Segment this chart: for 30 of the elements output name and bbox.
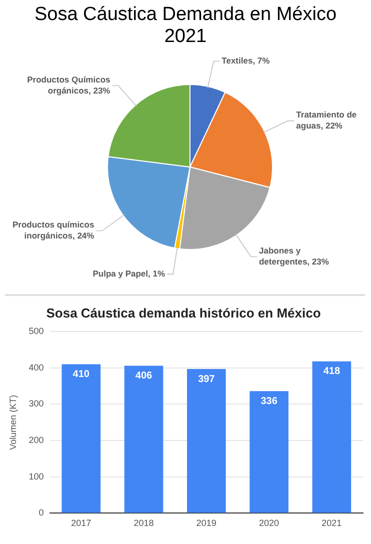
bar xyxy=(186,369,226,513)
x-tick-label: 2019 xyxy=(196,518,216,528)
y-tick-label: 100 xyxy=(28,471,44,482)
chart-title: Sosa Cáustica demanda histórico en México xyxy=(46,305,321,320)
x-tick-label: 2018 xyxy=(134,518,154,528)
chart-title: Sosa Cáustica Demanda en México 2021 xyxy=(33,4,338,48)
y-tick-label: 200 xyxy=(28,435,44,446)
data-label: 397 xyxy=(198,374,216,385)
slice-label: Textiles, 7% xyxy=(222,55,270,66)
bar xyxy=(124,366,164,513)
y-axis-title: Volumen (KT) xyxy=(8,394,18,450)
x-tick-label: 2021 xyxy=(322,518,342,528)
data-label: 418 xyxy=(323,366,340,378)
data-label: 410 xyxy=(72,369,90,380)
y-tick-label: 0 xyxy=(38,508,44,518)
data-label: 336 xyxy=(260,396,278,407)
x-tick-label: 2020 xyxy=(259,518,280,528)
y-tick-label: 400 xyxy=(28,362,44,372)
y-tick-label: 300 xyxy=(28,398,44,409)
slice-label: Productos químicos inorgánicos, 24% xyxy=(12,220,95,241)
slice-label: Pulpa y Papel, 1% xyxy=(92,268,166,279)
x-tick-label: 2017 xyxy=(71,518,92,528)
bar xyxy=(250,391,288,513)
bar xyxy=(312,361,352,513)
data-label: 406 xyxy=(135,370,153,382)
slice-label: Jabones y detergentes, 23% xyxy=(258,246,330,267)
slice-label: Productos Químicos orgánicos, 23% xyxy=(27,74,111,96)
bar xyxy=(62,364,101,513)
y-tick-label: 500 xyxy=(28,326,44,336)
slice-label: Tratamiento de aguas, 22% xyxy=(296,110,357,131)
